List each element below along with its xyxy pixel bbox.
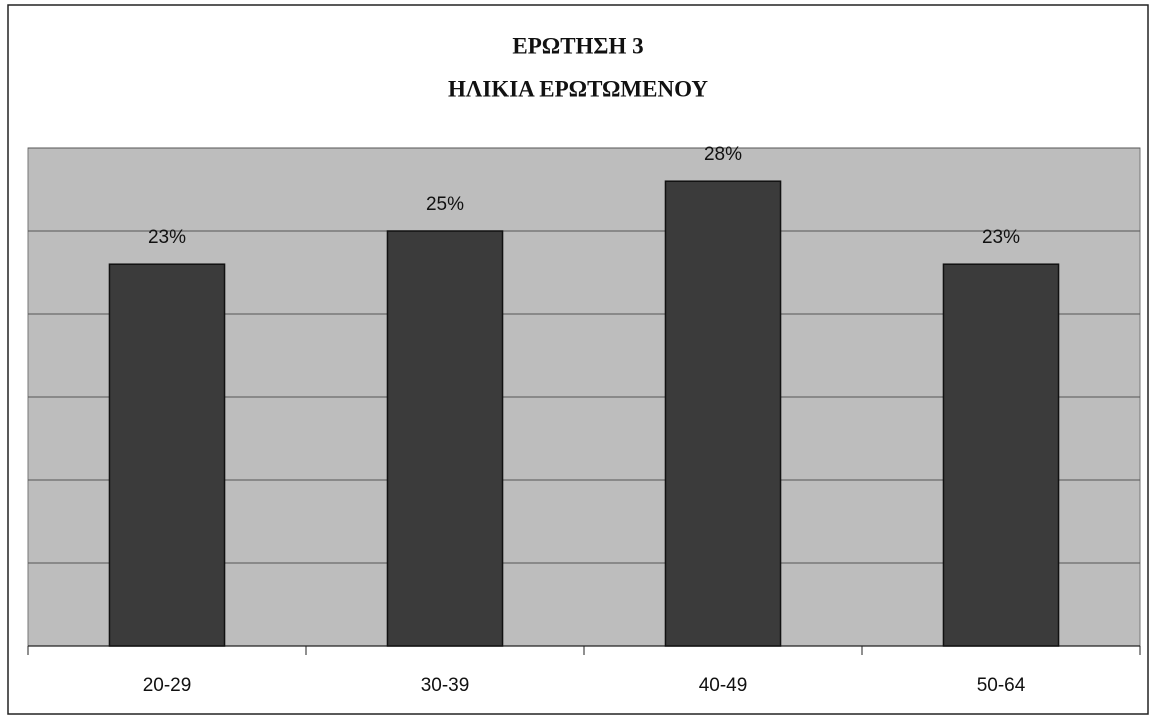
value-label: 23% [982,227,1020,248]
value-label: 28% [704,144,742,165]
bar [664,180,782,647]
bar [108,263,226,647]
x-tick-label: 40-49 [699,675,748,696]
chart-subtitle: ΗΛΙΚΙΑ ΕΡΩΤΩΜΕΝΟΥ [448,76,708,101]
value-label: 25% [426,194,464,215]
x-tick-label: 20-29 [143,675,192,696]
bar [386,230,504,647]
x-tick-label: 30-39 [421,675,470,696]
x-tick-label: 50-64 [977,675,1026,696]
bar [942,263,1060,647]
chart-title: ΕΡΩΤΗΣΗ 3 [512,33,643,58]
value-label: 23% [148,227,186,248]
